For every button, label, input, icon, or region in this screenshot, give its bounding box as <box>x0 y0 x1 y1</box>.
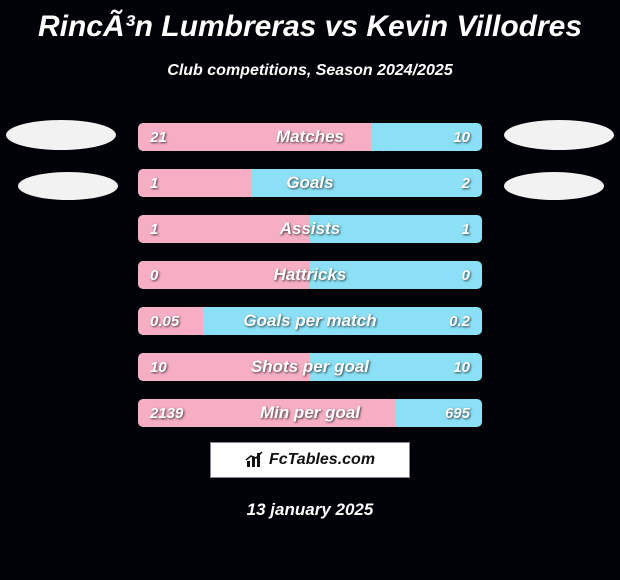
stat-bars: 2110Matches 12Goals 11Assists 00Hattricks 0.… <box>138 123 482 445</box>
logo-text: FcTables.com <box>269 451 375 469</box>
stat-label: Goals per match <box>138 307 482 335</box>
stat-row: 2139695Min per goal <box>138 399 482 427</box>
stat-row: 1010Shots per goal <box>138 353 482 381</box>
stat-label: Assists <box>138 215 482 243</box>
chart-icon <box>245 451 265 469</box>
stat-label: Min per goal <box>138 399 482 427</box>
stat-row: 00Hattricks <box>138 261 482 289</box>
stat-row: 0.050.2Goals per match <box>138 307 482 335</box>
stat-row: 2110Matches <box>138 123 482 151</box>
player-left-avatar-shape-2 <box>18 172 118 200</box>
stat-label: Goals <box>138 169 482 197</box>
stat-row: 11Assists <box>138 215 482 243</box>
player-right-avatar-shape-2 <box>504 172 604 200</box>
player-right-avatar-shape-1 <box>504 120 614 150</box>
stat-label: Hattricks <box>138 261 482 289</box>
logo-box: FcTables.com <box>210 442 410 478</box>
date-label: 13 january 2025 <box>0 500 620 520</box>
page-subtitle: Club competitions, Season 2024/2025 <box>0 62 620 80</box>
player-left-avatar-shape-1 <box>6 120 116 150</box>
stat-row: 12Goals <box>138 169 482 197</box>
page-title: RincÃ³n Lumbreras vs Kevin Villodres <box>0 0 620 44</box>
stat-label: Matches <box>138 123 482 151</box>
stat-label: Shots per goal <box>138 353 482 381</box>
